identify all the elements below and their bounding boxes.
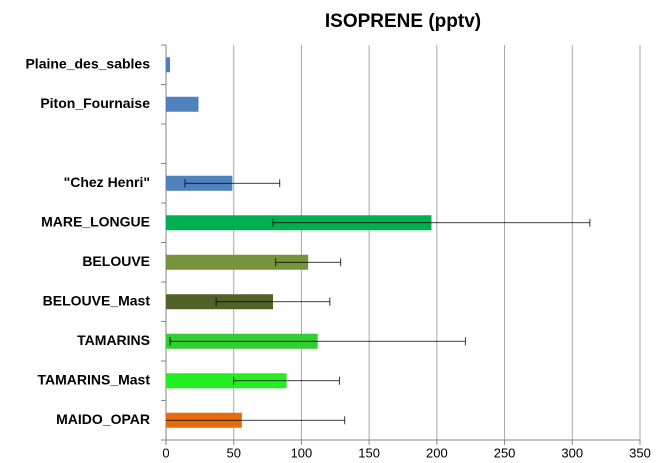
y-tick-label: MAIDO_OPAR [56, 411, 150, 427]
bar [166, 57, 171, 73]
bar [166, 254, 309, 270]
error-bar [215, 297, 331, 306]
labels: 0 50 100 150 200 250 300 350 Plaine_des_sables Pi… [25, 55, 650, 460]
x-tick-label: 0 [162, 445, 169, 460]
x-tick-label: 100 [291, 445, 313, 460]
error-bar [272, 218, 591, 227]
y-tick-label: MARE_LONGUE [41, 213, 150, 229]
error-bar [184, 179, 281, 188]
bar [166, 373, 287, 389]
y-tick-label: TAMARINS_Mast [37, 371, 150, 387]
chart-title: ISOPRENE (pptv) [325, 11, 481, 32]
y-tick-label: BELOUVE [82, 253, 150, 269]
y-tick-label: Plaine_des_sables [25, 55, 150, 71]
y-tick-label: TAMARINS [77, 332, 150, 348]
error-bar [166, 416, 346, 425]
error-bar [233, 376, 340, 385]
error-bar [169, 337, 466, 346]
x-tick-label: 200 [426, 445, 448, 460]
grid [161, 44, 641, 445]
x-tick-label: 350 [629, 445, 651, 460]
y-tick-label: Piton_Fournaise [40, 95, 150, 111]
y-tick-label: "Chez Henri" [64, 174, 150, 190]
y-tick-label: BELOUVE_Mast [43, 292, 151, 308]
plot-area [166, 57, 591, 428]
x-tick-label: 50 [226, 445, 240, 460]
x-tick-label: 250 [494, 445, 516, 460]
error-bar [275, 258, 342, 267]
x-tick-label: 150 [358, 445, 380, 460]
x-tick-label: 300 [561, 445, 583, 460]
bar [166, 96, 199, 112]
